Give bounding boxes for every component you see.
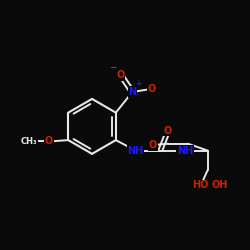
Text: O: O (148, 84, 156, 94)
Text: NH: NH (177, 146, 193, 156)
Text: N: N (128, 87, 136, 97)
Text: HO: HO (192, 180, 208, 190)
Text: NH: NH (128, 146, 144, 156)
Text: O: O (149, 140, 157, 150)
Text: O: O (45, 136, 53, 146)
Text: +: + (135, 79, 141, 88)
Text: OH: OH (212, 180, 228, 190)
Text: O: O (164, 126, 172, 136)
Text: O: O (117, 70, 125, 80)
Text: CH₃: CH₃ (21, 137, 38, 146)
Text: −: − (109, 63, 117, 72)
